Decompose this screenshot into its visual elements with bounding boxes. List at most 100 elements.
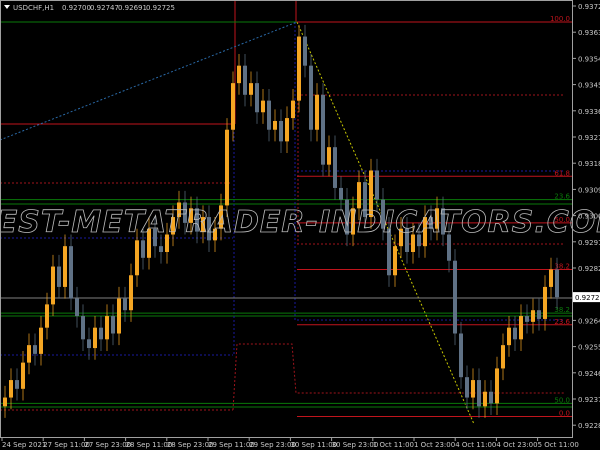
indicator-lines: 100.0 61.8 23.6 50.0 38.2 38.2 23.6 50.0 0.0 (0, 0, 572, 425)
candle-body (117, 298, 121, 334)
fib-level-label: 61.8 (554, 169, 570, 177)
candle-body (309, 65, 313, 130)
candle-body (513, 327, 517, 340)
candle-body (345, 199, 349, 235)
y-tick-label: 0.93275 (578, 134, 600, 142)
candle-body (417, 234, 421, 247)
y-tick-label: 0.93005 (578, 213, 600, 221)
candle-body (261, 100, 265, 113)
x-tick-label: 30 Sep 23:00 (332, 441, 379, 449)
candle-body (387, 228, 391, 276)
candle-body (75, 298, 79, 317)
trend-line-blue (0, 21, 298, 141)
y-tick-label: 0.92915 (578, 239, 600, 247)
candle-body (207, 217, 211, 241)
candle-body (171, 217, 175, 235)
x-tick-label: 29 Sep 11:00 (208, 441, 255, 449)
candle-body (9, 380, 13, 398)
candle-body (531, 310, 535, 322)
candle-body (543, 286, 547, 319)
candle-body (495, 368, 499, 404)
y-tick-label: 0.93185 (578, 160, 600, 168)
price-axis[interactable]: 0.93725 0.93635 0.93545 0.93455 0.93365 0.932… (572, 3, 600, 430)
candle-body (177, 202, 181, 218)
candle-body (519, 316, 523, 340)
candle-body (105, 316, 109, 340)
x-tick-label: 4 Oct 23:00 (496, 441, 537, 449)
candle-body (3, 397, 7, 407)
y-tick-label: 0.92555 (578, 344, 600, 352)
candle-body (501, 345, 505, 369)
candle-body (255, 83, 259, 113)
candle-body (321, 94, 325, 165)
candle-body (147, 228, 151, 258)
candle-body (267, 100, 271, 130)
fib-level-label: 23.6 (554, 318, 570, 326)
candle-body (129, 275, 133, 311)
y-tick-label: 0.92375 (578, 396, 600, 404)
y-tick-label: 0.93455 (578, 82, 600, 90)
candle-body (189, 208, 193, 223)
candle-body (111, 316, 115, 334)
y-tick-label: 0.93095 (578, 186, 600, 194)
candle-body (201, 217, 205, 232)
candle-body (165, 234, 169, 252)
candle-body (15, 380, 19, 389)
candle-body (489, 391, 493, 404)
candle-body (183, 202, 187, 223)
candle-body (225, 129, 229, 206)
y-tick-label: 0.92285 (578, 422, 600, 430)
candle-body (393, 246, 397, 276)
candle-body (57, 266, 61, 287)
high-value: 0.92747 (90, 4, 119, 12)
low-value: 0.92691 (118, 4, 147, 12)
current-price-label: 0.92725 (575, 294, 600, 302)
candle-body (555, 269, 559, 298)
candle-body (39, 327, 43, 354)
candle-body (357, 182, 361, 209)
candle-body (399, 228, 403, 247)
candle-body (507, 327, 511, 346)
candle-body (549, 269, 553, 287)
y-tick-label: 0.92645 (578, 317, 600, 325)
candle-body (351, 208, 355, 235)
candle-body (285, 118, 289, 142)
fib-level-label: 0.0 (559, 409, 570, 417)
dropdown-triangle-icon[interactable] (4, 5, 10, 9)
x-tick-label: 5 Oct 11:00 (538, 441, 579, 449)
candle-body (411, 234, 415, 252)
candle-body (303, 36, 307, 66)
watermark: BEST-METATRADER-INDICATORS.COM (0, 205, 600, 240)
candle-body (123, 298, 127, 311)
x-tick-label: 27 Sep 23:00 (84, 441, 131, 449)
fib-level-label: 50.0 (554, 216, 570, 224)
candle-body (159, 246, 163, 252)
x-tick-label: 24 Sep 2021 (2, 441, 46, 449)
candle-body (405, 228, 409, 252)
candle-body (231, 83, 235, 130)
fib-trend-line-yellow (296, 21, 475, 425)
y-tick-label: 0.93635 (578, 29, 600, 37)
candle-body (273, 120, 277, 130)
candle-body (483, 391, 487, 407)
x-tick-label: 28 Sep 23:00 (167, 441, 214, 449)
candle-body (141, 240, 145, 258)
fib-level-label: 38.2 (554, 262, 570, 270)
chart-header: USDCHF,H1 0.92700 0.92747 0.92691 0.9272… (4, 4, 175, 12)
candle-body (465, 377, 469, 398)
fib-level-label: 38.2 (554, 306, 570, 314)
candle-body (249, 83, 253, 95)
candle-body (381, 199, 385, 229)
y-tick-label: 0.93545 (578, 55, 600, 63)
candle-body (219, 205, 223, 229)
x-tick-label: 30 Sep 11:00 (290, 441, 337, 449)
x-tick-label: 1 Oct 11:00 (373, 441, 414, 449)
candle-body (51, 266, 55, 305)
candle-body (135, 240, 139, 276)
symbol-label: USDCHF,H1 (13, 4, 54, 12)
x-tick-label: 1 Oct 23:00 (414, 441, 455, 449)
candle-body (93, 327, 97, 349)
candle-body (525, 316, 529, 322)
